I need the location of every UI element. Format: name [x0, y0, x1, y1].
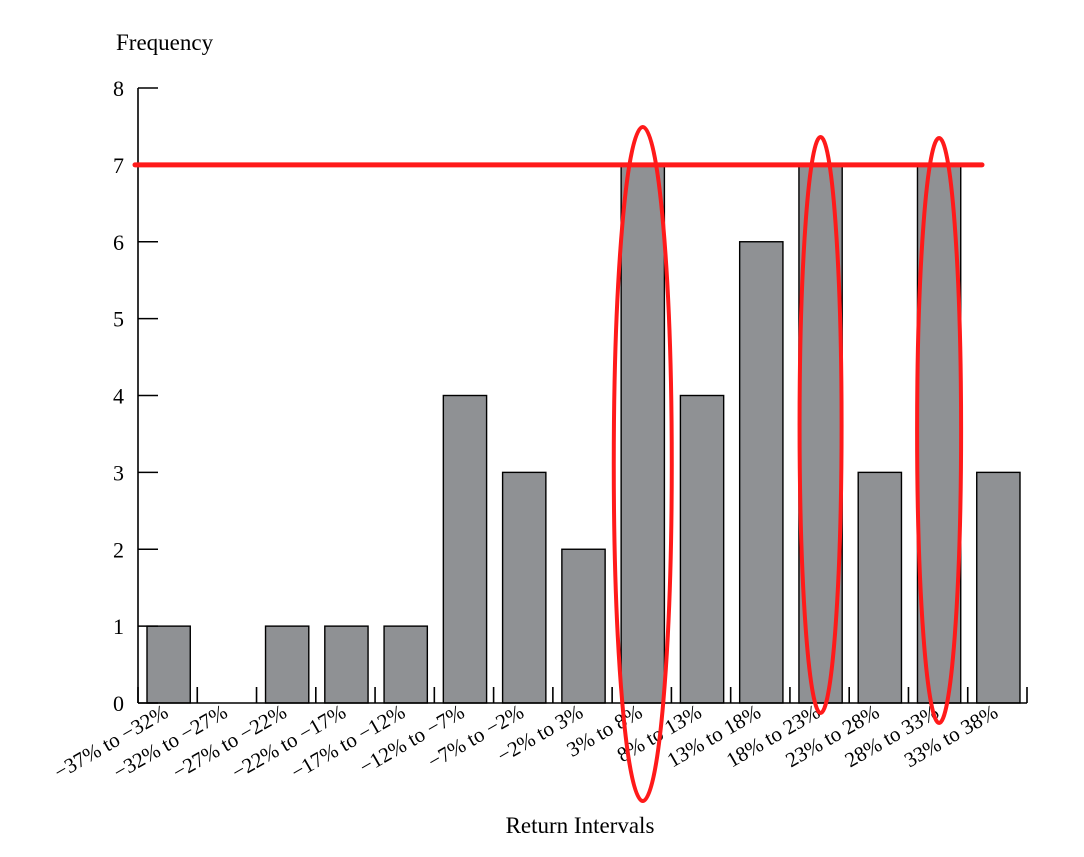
y-tick-label: 0	[113, 691, 124, 716]
x-axis-title: Return Intervals	[506, 813, 655, 838]
bar	[146, 625, 191, 704]
highlight-ellipse	[797, 135, 844, 715]
bars-layer	[146, 164, 1021, 704]
y-tick-label: 5	[113, 307, 124, 332]
bar	[620, 164, 666, 704]
bar	[383, 625, 429, 704]
highlight-ellipse	[915, 136, 964, 725]
bar	[561, 548, 606, 704]
bar	[738, 241, 784, 704]
annotation-layer	[132, 125, 985, 803]
bar	[679, 394, 725, 704]
bar	[857, 471, 903, 704]
y-tick-label: 4	[113, 384, 124, 409]
bar	[976, 471, 1021, 704]
y-tick-label: 2	[113, 537, 124, 562]
y-tick-label: 1	[113, 614, 124, 639]
y-tick-label: 6	[113, 230, 124, 255]
y-tick-label: 3	[113, 460, 124, 485]
y-axis-title: Frequency	[116, 30, 214, 55]
bar	[264, 625, 310, 704]
highlight-ellipse	[611, 125, 674, 803]
bar	[501, 471, 547, 704]
y-tick-label: 7	[113, 153, 124, 178]
y-tick-label: 8	[113, 76, 124, 101]
axes-layer	[137, 87, 1028, 704]
bar	[916, 164, 962, 704]
bar	[324, 625, 369, 704]
bar	[442, 394, 488, 704]
